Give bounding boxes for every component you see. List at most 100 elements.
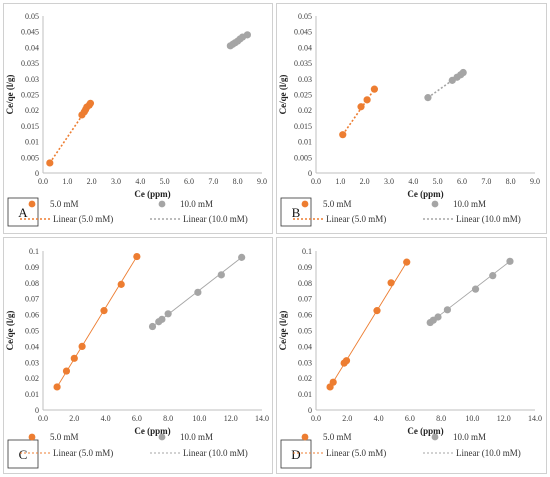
y-tick-label: 0.01	[25, 390, 39, 399]
data-point-5mm	[62, 367, 71, 375]
data-point-5mm	[370, 85, 378, 93]
data-point-10mm	[434, 313, 442, 321]
x-tick-label: 8.0	[233, 177, 243, 186]
y-tick-label: 0.02	[298, 106, 312, 115]
panel-d-frame	[276, 237, 547, 474]
legend-label-5mm: 5.0 mM	[50, 432, 79, 442]
data-point-5mm	[100, 307, 108, 315]
y-tick-label: 0.08	[25, 279, 39, 288]
legend-label-5mm: 5.0 mM	[50, 199, 79, 209]
y-axis-title: Ce/qe (l/g)	[278, 311, 288, 351]
x-tick-label: 1.0	[62, 177, 72, 186]
data-point-10mm	[158, 315, 166, 323]
y-axis-title: Ce/qe (l/g)	[278, 75, 288, 115]
x-tick-label: 14.0	[528, 414, 542, 423]
data-point-5mm	[387, 279, 395, 287]
data-point-5mm	[342, 357, 351, 365]
legend-label-linear-5mm: Linear (5.0 mM)	[326, 214, 386, 224]
legend-marker-10mm	[431, 433, 439, 441]
data-point-10mm	[148, 322, 157, 331]
x-tick-label: 4.0	[374, 414, 384, 423]
y-tick-label: 0.03	[25, 358, 39, 367]
x-tick-label: 0.0	[311, 177, 321, 186]
y-tick-label: 0.04	[298, 342, 312, 351]
y-tick-label: 0.04	[25, 342, 39, 351]
x-tick-label: 2.0	[360, 177, 370, 186]
y-tick-label: 0.09	[298, 263, 312, 272]
y-tick-label: 0.1	[29, 247, 39, 256]
y-tick-label: 0.05	[25, 12, 39, 21]
y-tick-label: 0.01	[298, 138, 312, 147]
chart-panel-a: 0 0.005 0.01 0.015 0.02 0.025 0.03 0.035 0.04 0.0…	[5, 12, 267, 227]
y-tick-label: 0.03	[298, 358, 312, 367]
x-tick-label: 1.0	[335, 177, 345, 186]
y-tick-label: 0.06	[25, 311, 39, 320]
data-point-5mm	[373, 307, 381, 315]
y-tick-label: 0.025	[21, 91, 39, 100]
y-tick-label: 0.035	[294, 59, 312, 68]
x-tick-label: 14.0	[255, 414, 269, 423]
x-tick-label: 10.0	[465, 414, 479, 423]
x-tick-label: 7.0	[208, 177, 218, 186]
x-tick-label: 5.0	[433, 177, 443, 186]
x-tick-label: 8.0	[506, 177, 516, 186]
data-point-10mm	[424, 94, 432, 102]
y-tick-label: 0.05	[25, 327, 39, 336]
chart-panel-d: 0 0.01 0.02 0.03 0.04 0.05 0.06 0.07 0.08 0.09 0.1…	[278, 247, 542, 469]
legend-label-linear-5mm: Linear (5.0 mM)	[326, 448, 386, 458]
y-tick-label: 0.01	[25, 138, 39, 147]
data-point-10mm	[489, 272, 497, 280]
x-tick-label: 6.0	[184, 177, 194, 186]
x-tick-label: 4.0	[101, 414, 111, 423]
legend-label-linear-10mm: Linear (10.0 mM)	[456, 448, 521, 458]
data-point-5mm	[86, 99, 95, 107]
data-point-5mm	[70, 354, 78, 362]
x-tick-label: 7.0	[481, 177, 491, 186]
legend-label-5mm: 5.0 mM	[323, 432, 352, 442]
data-point-10mm	[194, 288, 202, 296]
y-tick-label: 0.005	[21, 153, 39, 162]
trendline-5mm	[342, 88, 376, 136]
x-tick-label: 2.0	[87, 177, 97, 186]
x-tick-label: 9.0	[530, 177, 540, 186]
data-point-10mm	[459, 68, 467, 77]
y-tick-label: 0.045	[294, 28, 312, 37]
x-tick-label: 10.0	[192, 414, 206, 423]
y-tick-label: 0.08	[298, 279, 312, 288]
data-point-10mm	[238, 253, 246, 261]
legend-label-linear-10mm: Linear (10.0 mM)	[183, 214, 248, 224]
data-point-10mm	[217, 271, 225, 279]
legend-marker-10mm	[158, 433, 166, 441]
data-point-5mm	[363, 96, 371, 104]
x-tick-label: 6.0	[457, 177, 467, 186]
y-tick-label: 0.07	[25, 295, 39, 304]
y-tick-label: 0.1	[302, 247, 312, 256]
legend-label-linear-10mm: Linear (10.0 mM)	[456, 214, 521, 224]
data-point-5mm	[78, 342, 86, 350]
trendline-10mm	[429, 260, 511, 323]
legend-marker-10mm	[158, 200, 166, 208]
x-tick-label: 3.0	[384, 177, 394, 186]
x-tick-label: 3.0	[111, 177, 121, 186]
x-tick-label: 6.0	[405, 414, 415, 423]
y-tick-label: 0.03	[25, 75, 39, 84]
legend-marker-10mm	[431, 200, 439, 208]
legend-label-10mm: 10.0 mM	[453, 432, 486, 442]
data-point-5mm	[133, 252, 141, 261]
panel-label: B	[292, 205, 301, 220]
chart-panel-c: 0 0.01 0.02 0.03 0.04 0.05 0.06 0.07 0.08 0.09 0.1…	[5, 247, 269, 469]
x-tick-label: 0.0	[38, 177, 48, 186]
x-tick-label: 8.0	[163, 414, 173, 423]
panel-label: A	[18, 205, 28, 220]
legend-label-linear-10mm: Linear (10.0 mM)	[183, 448, 248, 458]
x-tick-label: 12.0	[224, 414, 238, 423]
x-tick-label: 2.0	[69, 414, 79, 423]
x-tick-label: 2.0	[342, 414, 352, 423]
y-tick-label: 0.015	[294, 122, 312, 131]
panel-label-box	[280, 439, 312, 469]
y-tick-label: 0.06	[298, 311, 312, 320]
legend-marker-5mm	[28, 200, 36, 208]
y-tick-label: 0	[35, 169, 39, 178]
x-tick-label: 4.0	[408, 177, 418, 186]
